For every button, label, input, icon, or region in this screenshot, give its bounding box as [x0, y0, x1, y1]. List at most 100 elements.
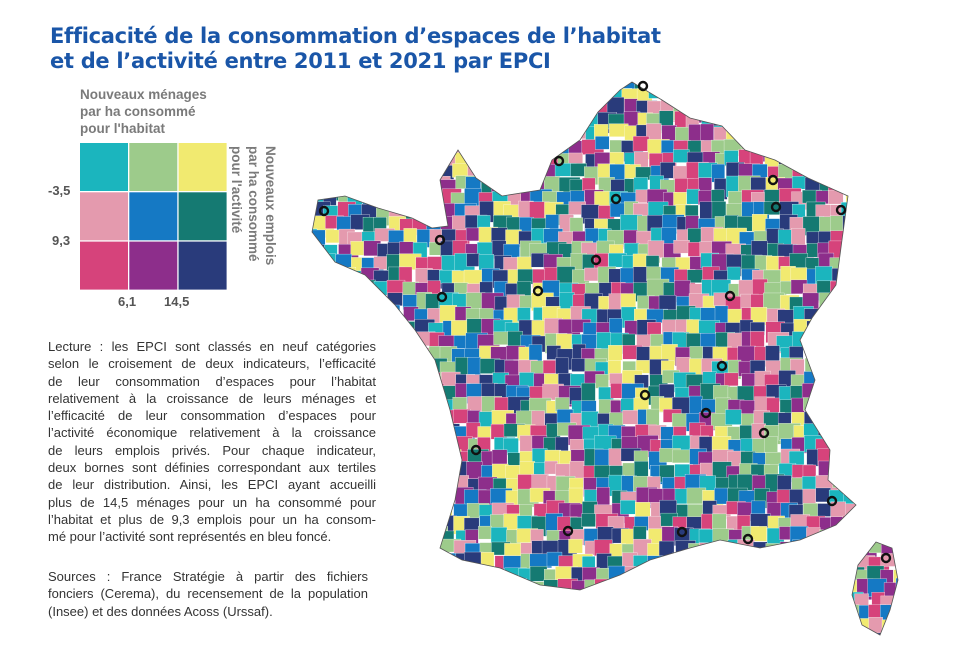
epci: [788, 346, 804, 360]
epci: [893, 503, 898, 523]
epci: [881, 201, 898, 215]
epci: [517, 84, 540, 105]
epci: [438, 84, 453, 108]
epci: [778, 82, 797, 93]
epci: [568, 82, 585, 92]
epci: [712, 606, 728, 628]
epci: [673, 149, 690, 163]
epci: [815, 539, 837, 554]
epci: [570, 594, 589, 612]
epci: [880, 527, 898, 547]
epci: [818, 309, 840, 323]
epci: [854, 151, 874, 174]
epci: [867, 98, 890, 120]
epci: [506, 82, 525, 96]
epci: [581, 382, 596, 402]
epci: [337, 84, 358, 100]
epci: [870, 632, 893, 635]
text-line: l’activité économique relativement à la …: [48, 425, 376, 441]
epci: [882, 82, 898, 93]
epci: [415, 111, 435, 132]
epci: [351, 164, 374, 183]
epci: [894, 439, 898, 455]
epci: [855, 385, 876, 403]
epci: [414, 487, 435, 505]
epci: [818, 580, 834, 597]
epci: [425, 501, 440, 525]
epci: [816, 565, 837, 586]
epci: [845, 503, 862, 518]
epci: [389, 88, 410, 111]
epci: [464, 101, 487, 116]
epci: [830, 592, 852, 609]
epci: [789, 552, 809, 568]
epci: [866, 464, 889, 486]
epci: [881, 308, 896, 331]
epci: [400, 346, 417, 365]
epci: [453, 125, 470, 146]
epci: [428, 383, 445, 402]
epci: [555, 436, 569, 452]
epci: [452, 568, 467, 591]
epci: [646, 569, 666, 588]
epci: [867, 513, 881, 534]
epci: [673, 82, 692, 96]
epci: [374, 150, 392, 164]
epci: [840, 348, 856, 369]
epci: [531, 138, 550, 156]
epci: [389, 500, 412, 514]
epci: [884, 229, 898, 243]
epci: [802, 569, 824, 592]
epci: [750, 618, 767, 634]
text-line: de leurs emplois privés. Pour chaque ind…: [48, 442, 376, 458]
epci: [893, 606, 898, 621]
epci: [491, 140, 506, 155]
epci: [546, 114, 569, 131]
epci: [440, 577, 457, 592]
epci: [388, 517, 405, 538]
epci: [507, 330, 523, 348]
epci: [869, 161, 890, 179]
epci: [532, 82, 554, 92]
epci: [312, 166, 330, 188]
epci: [897, 309, 898, 328]
epci: [376, 474, 399, 492]
epci: [803, 110, 827, 133]
epci: [543, 621, 561, 635]
epci: [832, 383, 849, 399]
epci: [385, 320, 406, 339]
epci: [402, 438, 420, 456]
epci: [830, 450, 848, 464]
epci: [816, 621, 838, 635]
epci: [416, 398, 432, 412]
epci: [416, 504, 432, 519]
epci: [896, 282, 898, 302]
epci: [388, 580, 407, 597]
epci: [805, 123, 824, 138]
epci: [698, 177, 712, 192]
epci: [790, 595, 808, 609]
epci: [884, 503, 898, 521]
epci: [803, 333, 827, 350]
corsica-outline: [851, 541, 899, 636]
epci: [857, 513, 876, 532]
epci: [845, 82, 867, 90]
epci: [829, 125, 852, 148]
epci: [687, 99, 710, 119]
epci: [855, 179, 879, 198]
epci: [542, 86, 562, 104]
epci: [338, 166, 359, 184]
epci: [416, 437, 432, 456]
epci: [377, 618, 392, 635]
epci: [753, 541, 768, 556]
epci: [714, 98, 735, 113]
epci: [425, 476, 439, 497]
cities: [318, 80, 892, 564]
epci: [399, 541, 422, 555]
epci: [427, 84, 442, 104]
epci: [439, 489, 454, 504]
epci: [624, 577, 645, 597]
epci: [611, 632, 629, 635]
epci: [325, 87, 347, 104]
epci: [439, 305, 457, 323]
